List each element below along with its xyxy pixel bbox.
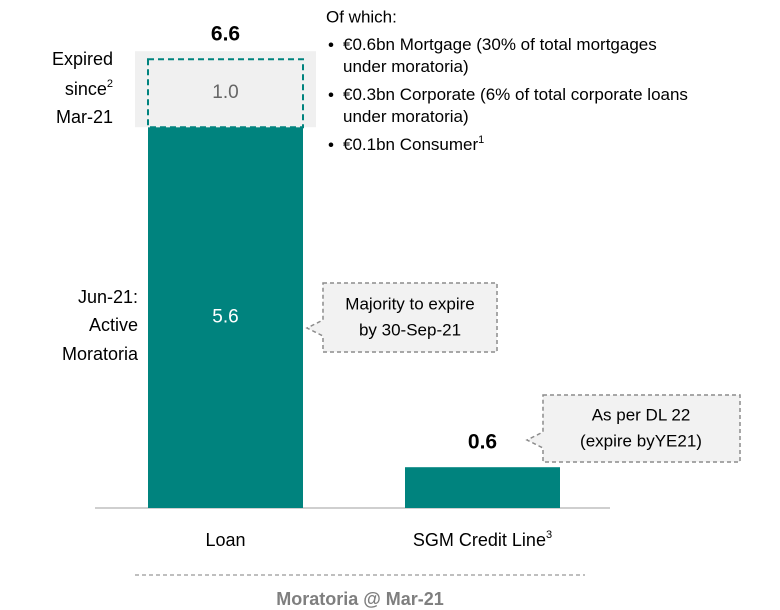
bullet-text: €0.6bn Mortgage (30% of total mortgages [343,35,657,54]
total-label: 0.6 [468,431,497,454]
bar-segment [148,127,303,508]
bullet-line: under moratoria) [343,57,469,76]
value-label: 5.6 [212,307,238,328]
callout-text: (expire byYE21) [580,431,702,450]
bullet-line: €0.6bn Mortgage (30% of total mortgages [343,35,657,54]
bullet: • [328,35,334,54]
series-label: since2 [65,78,113,99]
category-name: SGM Credit Line [413,530,546,550]
superscript: 1 [478,134,484,146]
series-label-line: Expired [52,49,113,69]
notes-heading: Of which: [326,7,397,26]
x-axis-label: Moratoria @ Mar-21 [276,589,444,609]
series-label: Moratoria [62,344,139,364]
bullet-line: €0.1bn Consumer [343,135,478,154]
bullet: • [328,85,334,104]
category-name: Loan [205,530,245,550]
bullet-text: €0.1bn Consumer1 [343,134,484,155]
superscript: 2 [107,78,113,90]
callout-box [305,282,498,353]
callout-text: Majority to expire [345,294,474,313]
series-label-line: Active [89,315,138,335]
bullet-text: €0.3bn Corporate (6% of total corporate … [343,85,688,104]
series-label-line: Jun-21: [78,287,138,307]
bullet-line: under moratoria) [343,107,469,126]
bullet-text: under moratoria) [343,107,469,126]
series-label: Mar-21 [56,107,113,127]
bullet-line: €0.3bn Corporate (6% of total corporate … [343,85,688,104]
x-tick-label: Loan [205,530,245,550]
callout-box [525,394,741,463]
callout-text: As per DL 22 [592,405,691,424]
superscript: 3 [546,529,552,541]
bullet-text: under moratoria) [343,57,469,76]
bar-backdrop [135,51,316,128]
series-label-line: since [65,79,107,99]
x-tick-label: SGM Credit Line3 [413,529,552,550]
series-label: Expired [52,49,113,69]
bullet: • [328,135,334,154]
bar-segment [405,467,560,508]
series-label: Jun-21: [78,287,138,307]
series-label-line: Moratoria [62,344,139,364]
total-label: 6.6 [211,23,240,46]
bar-segment [147,58,304,129]
value-label: 1.0 [212,82,238,103]
series-label-line: Mar-21 [56,107,113,127]
series-label: Active [89,315,138,335]
callout-text: by 30-Sep-21 [359,320,461,339]
